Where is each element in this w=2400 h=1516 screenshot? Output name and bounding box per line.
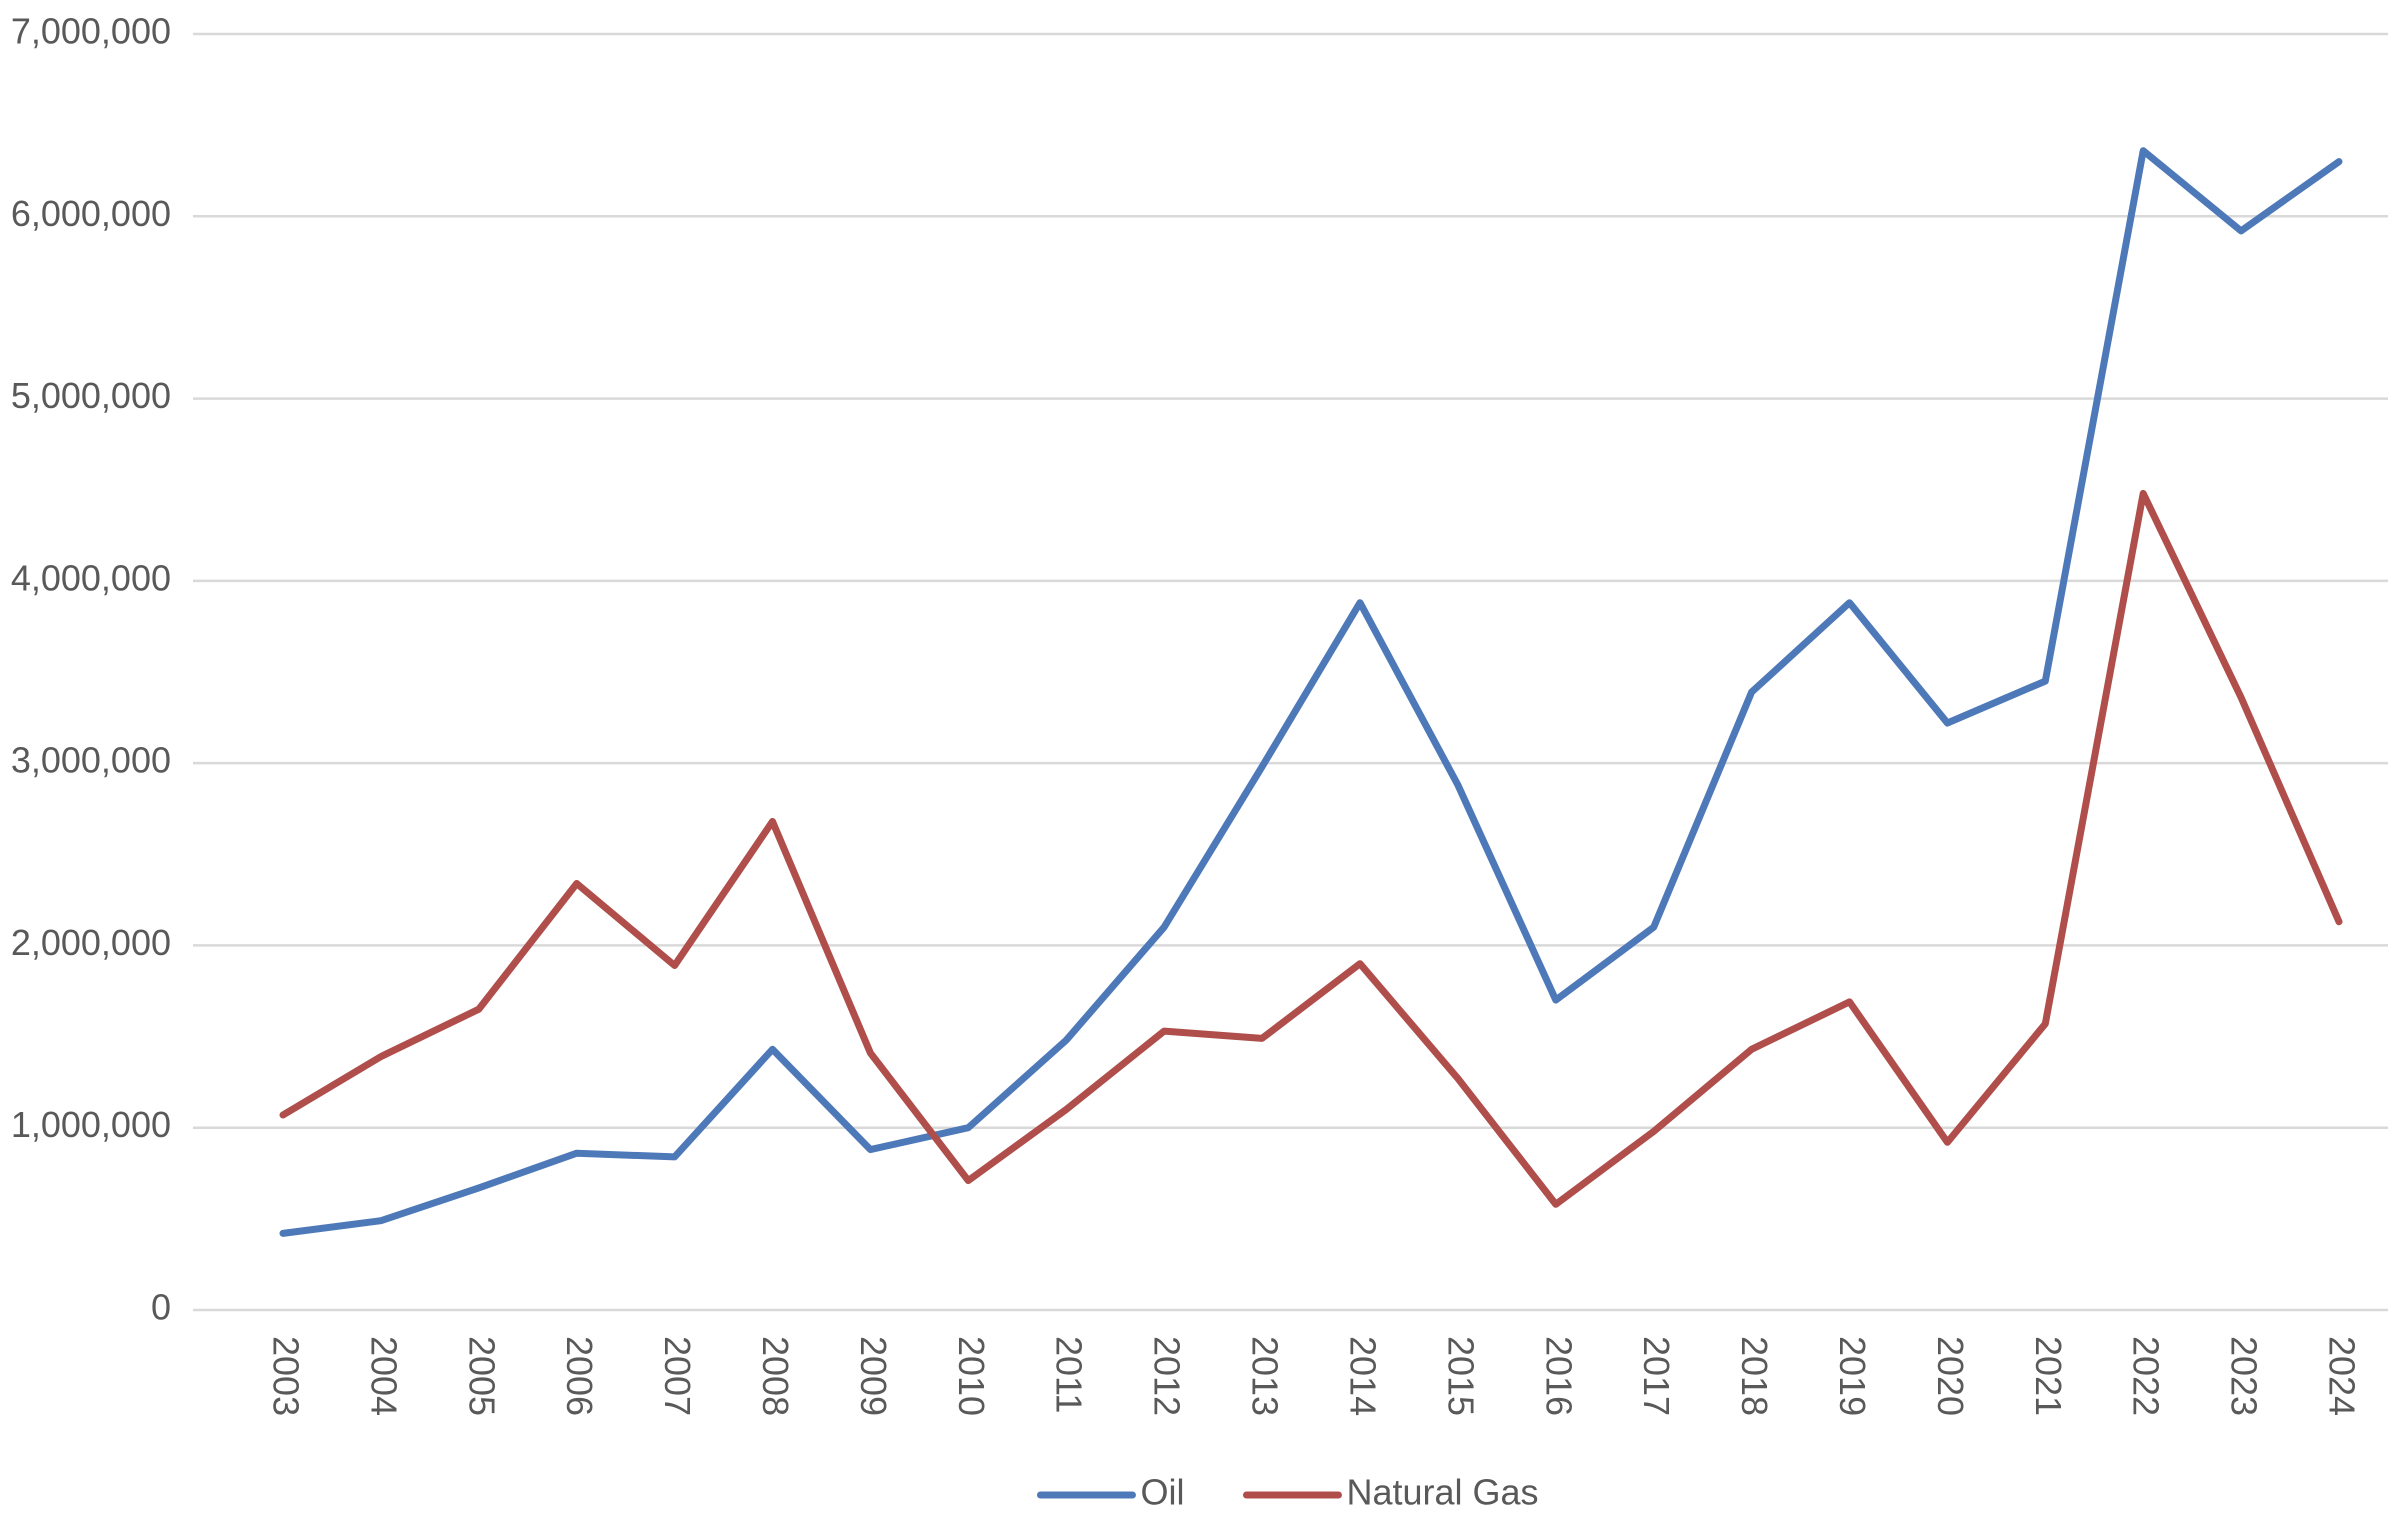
x-tick-label: 2004	[363, 1336, 404, 1416]
x-tick-label: 2010	[951, 1336, 992, 1416]
x-tick-label: 2020	[1930, 1336, 1971, 1416]
x-tick-label: 2022	[2126, 1336, 2167, 1416]
x-tick-label: 2003	[265, 1336, 306, 1416]
y-tick-label: 5,000,000	[11, 375, 171, 416]
x-tick-label: 2024	[2322, 1336, 2363, 1416]
x-tick-label: 2016	[1538, 1336, 1579, 1416]
y-tick-label: 7,000,000	[11, 11, 171, 52]
x-tick-label: 2005	[461, 1336, 502, 1416]
x-tick-label: 2018	[1734, 1336, 1775, 1416]
y-tick-label: 6,000,000	[11, 193, 171, 234]
x-tick-label: 2017	[1636, 1336, 1677, 1416]
x-tick-label: 2006	[559, 1336, 600, 1416]
x-tick-label: 2014	[1342, 1336, 1383, 1416]
y-tick-label: 0	[151, 1287, 171, 1328]
legend-label: Oil	[1140, 1472, 1184, 1513]
y-tick-label: 4,000,000	[11, 557, 171, 598]
x-tick-label: 2007	[657, 1336, 698, 1416]
y-tick-label: 2,000,000	[11, 922, 171, 963]
legend-label: Natural Gas	[1346, 1472, 1538, 1513]
y-tick-label: 1,000,000	[11, 1104, 171, 1145]
x-tick-label: 2023	[2224, 1336, 2265, 1416]
x-tick-label: 2011	[1049, 1336, 1090, 1413]
x-tick-label: 2021	[2028, 1336, 2069, 1416]
y-tick-label: 3,000,000	[11, 740, 171, 781]
x-tick-label: 2019	[1832, 1336, 1873, 1416]
x-tick-label: 2013	[1245, 1336, 1286, 1416]
line-series	[279, 489, 2343, 1208]
x-tick-label: 2009	[853, 1336, 894, 1416]
x-tick-label: 2015	[1440, 1336, 1481, 1416]
x-tick-label: 2012	[1147, 1336, 1188, 1416]
x-tick-label: 2008	[755, 1336, 796, 1416]
line-series	[279, 147, 2343, 1237]
